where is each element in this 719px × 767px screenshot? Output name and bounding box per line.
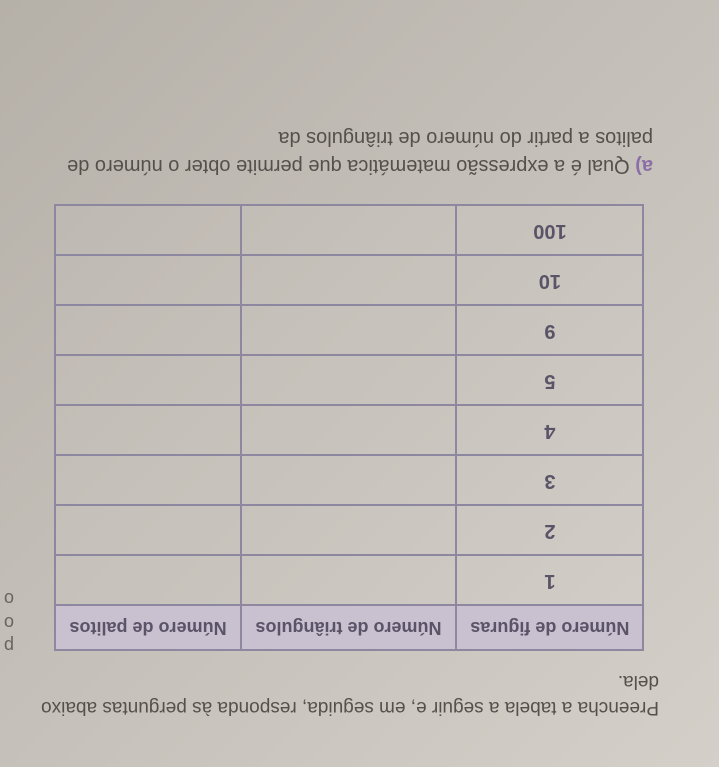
margin-char: o	[4, 613, 14, 633]
question-a: a) Qual é a expressão matemática que per…	[40, 124, 659, 180]
cell-sticks	[56, 505, 241, 555]
table-row: 5	[56, 355, 644, 405]
cell-triangles	[241, 205, 457, 255]
cell-triangles	[241, 555, 457, 605]
col-header-sticks: Número de palitos	[56, 605, 241, 650]
table-row: 1	[56, 555, 644, 605]
margin-char: p	[4, 636, 14, 656]
cell-sticks	[56, 205, 241, 255]
cell-figures: 3	[456, 455, 643, 505]
margin-fragment: p o o	[4, 587, 14, 657]
col-header-triangles: Número de triângulos	[241, 605, 457, 650]
cell-figures: 9	[456, 305, 643, 355]
cell-figures: 1	[456, 555, 643, 605]
question-label: a)	[635, 155, 653, 177]
cell-triangles	[241, 505, 457, 555]
data-table: Número de figuras Número de triângulos N…	[55, 204, 645, 651]
cell-sticks	[56, 255, 241, 305]
col-header-figures: Número de figuras	[456, 605, 643, 650]
cell-triangles	[241, 305, 457, 355]
table-row: 9	[56, 305, 644, 355]
cell-figures: 100	[456, 205, 643, 255]
cell-figures: 2	[456, 505, 643, 555]
cell-triangles	[241, 405, 457, 455]
cell-triangles	[241, 455, 457, 505]
cell-sticks	[56, 455, 241, 505]
cell-sticks	[56, 355, 241, 405]
cell-figures: 4	[456, 405, 643, 455]
cell-sticks	[56, 305, 241, 355]
cell-triangles	[241, 355, 457, 405]
question-text: Qual é a expressão matemática que permit…	[67, 127, 653, 177]
table-row: 10	[56, 255, 644, 305]
cell-triangles	[241, 255, 457, 305]
cell-sticks	[56, 555, 241, 605]
cell-sticks	[56, 405, 241, 455]
cell-figures: 10	[456, 255, 643, 305]
table-row: 4	[56, 405, 644, 455]
cell-figures: 5	[456, 355, 643, 405]
intro-text: Preencha a tabela a seguir e, em seguida…	[40, 669, 659, 720]
table-row: 3	[56, 455, 644, 505]
table-row: 100	[56, 205, 644, 255]
table-row: 2	[56, 505, 644, 555]
margin-char: o	[4, 589, 14, 609]
